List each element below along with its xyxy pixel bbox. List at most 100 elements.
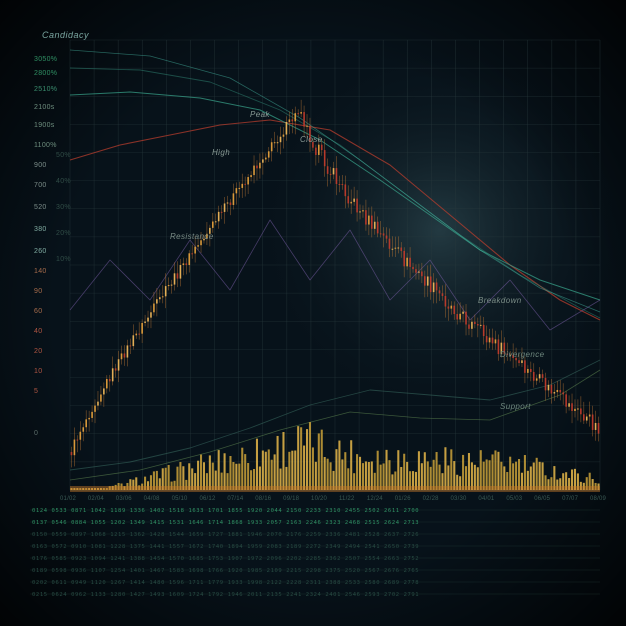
candle	[106, 379, 108, 388]
volume-bar	[462, 455, 464, 490]
annotation: Divergence	[500, 350, 544, 359]
candle	[559, 390, 561, 392]
volume-bar	[212, 463, 214, 490]
candle	[542, 374, 544, 378]
candle	[124, 353, 126, 357]
y-axis-label: 40	[34, 328, 42, 335]
annotation: Support	[500, 402, 531, 411]
candle	[180, 265, 182, 279]
candle	[244, 184, 246, 185]
volume-bar	[229, 456, 231, 490]
candle	[259, 163, 261, 169]
volume-bar	[356, 454, 358, 490]
y-axis-label: 520	[34, 204, 47, 211]
y-axis-label: 260	[34, 248, 47, 255]
volume-bar	[277, 436, 279, 490]
candle	[227, 203, 229, 204]
candle	[598, 423, 600, 434]
candle	[442, 293, 444, 296]
candle	[365, 210, 367, 224]
y-axis-label: 2510%	[34, 86, 57, 93]
candle	[344, 184, 346, 196]
data-row: 0163 0572 0910 1081 1228 1375 1441 1557 …	[32, 544, 419, 550]
y-axis-label: 2100s	[34, 104, 55, 111]
candle	[265, 158, 267, 160]
candle	[474, 322, 476, 324]
x-axis-label: 11/22	[339, 496, 355, 502]
y-axis-label: 380	[34, 226, 47, 233]
candle	[350, 202, 352, 204]
candle	[144, 322, 146, 323]
candle	[230, 203, 232, 205]
candle	[462, 312, 464, 314]
candle	[238, 188, 240, 189]
candle	[303, 112, 305, 127]
volume-bar	[294, 450, 296, 490]
volume-bar	[271, 460, 273, 490]
candle	[236, 188, 238, 193]
volume-bar	[306, 429, 308, 490]
x-axis-label: 04/01	[478, 496, 494, 502]
volume-bar	[453, 461, 455, 490]
y-axis-label: 0	[34, 430, 38, 437]
candle	[333, 168, 335, 174]
volume-bar	[388, 460, 390, 490]
candle	[330, 174, 332, 175]
candle	[527, 369, 529, 373]
y-axis-label: 1100%	[34, 142, 57, 149]
volume-bar	[385, 450, 387, 490]
candle	[291, 119, 293, 121]
candle	[150, 312, 152, 317]
volume-bar	[256, 439, 258, 490]
y-axis-label: 20	[34, 348, 42, 355]
candle	[524, 360, 526, 373]
candle	[168, 285, 170, 286]
candle	[327, 166, 329, 174]
volume-bar	[300, 427, 302, 490]
volume-bar	[480, 450, 482, 490]
y-axis-label: 60	[34, 308, 42, 315]
candle	[403, 251, 405, 266]
candle	[127, 345, 129, 357]
candle	[368, 216, 370, 225]
candle	[286, 122, 288, 135]
candle	[418, 272, 420, 273]
volume-bar	[297, 426, 299, 490]
candle	[574, 409, 576, 411]
candle	[359, 211, 361, 212]
candle	[300, 112, 302, 114]
annotation: Close	[300, 135, 322, 144]
volume-bar	[188, 463, 190, 490]
candle	[583, 414, 585, 420]
volume-bar	[232, 462, 234, 490]
candle	[91, 412, 93, 418]
annotation: Peak	[250, 110, 270, 119]
annotation: Breakdown	[478, 296, 522, 305]
x-axis-label: 01/26	[395, 496, 411, 502]
x-axis-label: 05/10	[172, 496, 188, 502]
volume-bar	[509, 457, 511, 490]
volume-bar	[309, 422, 311, 490]
candle	[445, 296, 447, 307]
candle	[297, 113, 299, 114]
candle	[274, 142, 276, 143]
volume-bar	[536, 458, 538, 490]
volume-bar	[524, 455, 526, 490]
candle	[380, 233, 382, 234]
volume-bar	[265, 452, 267, 490]
volume-bar	[330, 462, 332, 490]
volume-bar	[418, 451, 420, 490]
candle	[453, 306, 455, 314]
x-axis-label: 07/14	[227, 496, 243, 502]
candle	[498, 339, 500, 354]
y-axis-label: 3050%	[34, 56, 57, 63]
candle	[280, 137, 282, 142]
candle	[339, 184, 341, 185]
candle	[347, 196, 349, 203]
volume-bar	[203, 462, 205, 490]
candle	[539, 374, 541, 378]
x-axis-label: 10/20	[311, 496, 327, 502]
candle	[477, 324, 479, 325]
candle	[492, 338, 494, 344]
volume-bar	[483, 462, 485, 490]
